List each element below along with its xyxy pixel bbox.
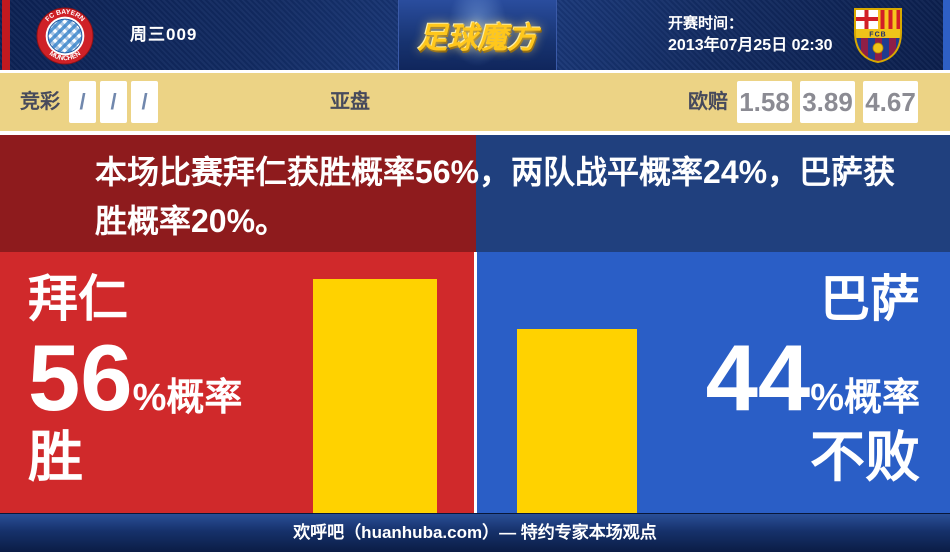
prediction-summary: 本场比赛拜仁获胜概率56%，两队战平概率24%，巴萨获胜概率20%。 (95, 154, 896, 239)
bayern-outcome: 胜 (28, 426, 84, 488)
kickoff-time: 2013年07月25日 02:30 (668, 37, 833, 54)
bayern-summary-bg (0, 135, 476, 252)
match-code: 周三009 (130, 25, 198, 44)
bayern-probability-bar (313, 279, 437, 513)
right-blue-stripe (943, 0, 950, 70)
barca-name: 巴萨 (820, 271, 920, 327)
barca-percent: 44 (705, 325, 811, 430)
barca-probability-bar (517, 329, 637, 513)
oupei-label: 欧赔 (688, 91, 728, 113)
bayern-crest-icon: FC BAYERN MÜNCHEN (36, 7, 94, 65)
bayern-percent: 56 (28, 325, 133, 430)
odds-bar: 竞彩 / / / 亚盘 欧赔 1.58 3.89 4.67 (0, 73, 950, 131)
bayern-percent-row: 56 %概率 (28, 331, 242, 425)
site-logo-text: 足球魔方 (417, 22, 538, 55)
yapan-label: 亚盘 (330, 91, 370, 113)
prediction-panels: 本场比赛拜仁获胜概率56%，两队战平概率24%，巴萨获胜概率20%。 拜仁 56… (0, 135, 950, 513)
jingcai-box-3[interactable]: / (131, 81, 158, 123)
jingcai-box-2[interactable]: / (100, 81, 127, 123)
footer-text: 欢呼吧（huanhuba.com）— 特约专家本场观点 (293, 523, 657, 542)
panel-divider (474, 252, 477, 513)
jingcai-box-1[interactable]: / (69, 81, 96, 123)
bayern-name: 拜仁 (28, 271, 128, 327)
barca-percent-suffix: %概率 (810, 377, 920, 419)
oupei-box-away[interactable]: 4.67 (863, 81, 918, 123)
barcelona-crest-icon: FCB (854, 8, 902, 64)
barca-outcome: 不败 (809, 426, 920, 488)
barca-summary-bg (476, 135, 950, 252)
kickoff-block: 开赛时间： 2013年07月25日 02:30 (668, 13, 833, 57)
footer: 欢呼吧（huanhuba.com）— 特约专家本场观点 (0, 513, 950, 552)
oupei-box-home[interactable]: 1.58 (737, 81, 792, 123)
site-logo[interactable]: 足球魔方 (398, 0, 557, 70)
svg-text:FCB: FCB (869, 32, 886, 39)
left-red-stripe (2, 0, 10, 70)
kickoff-label: 开赛时间： (668, 15, 744, 32)
barca-percent-row: 44 %概率 (706, 331, 920, 425)
oupei-box-draw[interactable]: 3.89 (800, 81, 855, 123)
match-header: FC BAYERN MÜNCHEN 周三009 足球魔方 开赛时间： 2013年… (0, 0, 950, 70)
jingcai-label: 竞彩 (20, 91, 60, 113)
bayern-percent-suffix: %概率 (132, 377, 243, 419)
